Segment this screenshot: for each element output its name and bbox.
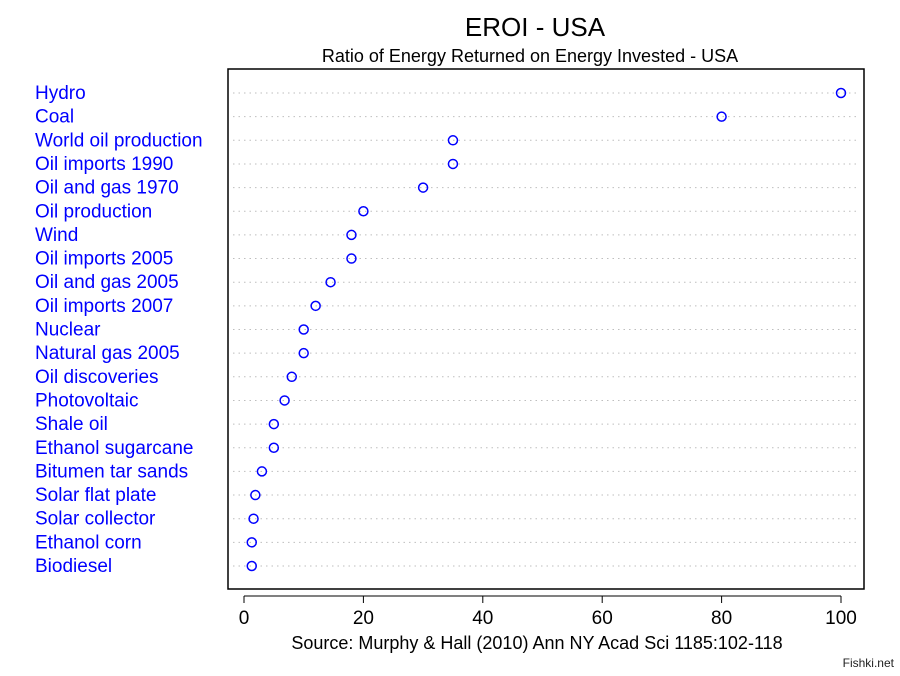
data-point bbox=[268, 418, 280, 430]
data-point bbox=[417, 182, 429, 193]
x-tick-label: 100 bbox=[825, 608, 857, 629]
category-label: Ethanol corn bbox=[35, 532, 142, 553]
data-point bbox=[835, 87, 847, 99]
data-point bbox=[298, 324, 309, 335]
category-label: Wind bbox=[35, 225, 78, 246]
data-point bbox=[279, 395, 290, 406]
x-tick-label: 40 bbox=[472, 608, 493, 629]
category-label: Nuclear bbox=[35, 320, 101, 341]
category-label: Oil imports 2005 bbox=[35, 249, 173, 270]
category-label: Oil production bbox=[35, 201, 152, 222]
data-point bbox=[310, 300, 321, 312]
category-label: Natural gas 2005 bbox=[35, 343, 180, 364]
category-label: Oil and gas 1970 bbox=[35, 178, 179, 199]
category-label: Solar flat plate bbox=[35, 485, 156, 506]
data-points bbox=[246, 87, 847, 572]
data-point bbox=[246, 537, 258, 548]
data-point bbox=[346, 253, 357, 264]
data-point bbox=[346, 229, 357, 241]
category-label: Coal bbox=[35, 107, 74, 128]
category-label: Solar collector bbox=[35, 509, 156, 530]
category-label: Photovoltaic bbox=[35, 390, 139, 411]
data-point bbox=[447, 158, 459, 170]
data-point bbox=[250, 489, 261, 501]
chart-subtitle: Ratio of Energy Returned on Energy Inves… bbox=[322, 46, 738, 66]
plot-frame bbox=[227, 68, 865, 590]
category-label: Hydro bbox=[35, 83, 86, 104]
category-label: Oil discoveries bbox=[35, 367, 159, 388]
data-point bbox=[298, 347, 309, 359]
watermark-logo: Fishki.net bbox=[842, 656, 894, 670]
x-axis: 0 20 40 60 80 100 bbox=[239, 595, 857, 629]
data-point bbox=[286, 371, 298, 383]
category-label: Shale oil bbox=[35, 414, 108, 435]
category-label: Oil imports 2007 bbox=[35, 296, 173, 317]
data-point bbox=[447, 135, 459, 146]
category-label: Ethanol sugarcane bbox=[35, 438, 193, 459]
data-point bbox=[325, 276, 336, 288]
data-point bbox=[358, 206, 369, 217]
x-tick-label: 20 bbox=[353, 608, 374, 629]
data-point bbox=[716, 111, 727, 122]
chart-title: EROI - USA bbox=[465, 12, 606, 42]
category-label: Bitumen tar sands bbox=[35, 461, 188, 482]
x-tick-label: 0 bbox=[239, 608, 250, 629]
category-label: Oil imports 1990 bbox=[35, 154, 173, 175]
grid-lines bbox=[233, 92, 860, 567]
data-point bbox=[248, 513, 259, 524]
category-label: Oil and gas 2005 bbox=[35, 272, 179, 293]
data-point bbox=[268, 442, 280, 453]
x-tick-label: 60 bbox=[592, 608, 613, 629]
source-caption: Source: Murphy & Hall (2010) Ann NY Acad… bbox=[291, 633, 782, 653]
x-tick-label: 80 bbox=[711, 608, 732, 629]
category-label: World oil production bbox=[35, 130, 203, 151]
data-point bbox=[246, 560, 258, 572]
category-label: Biodiesel bbox=[35, 556, 112, 577]
data-point bbox=[256, 466, 268, 477]
